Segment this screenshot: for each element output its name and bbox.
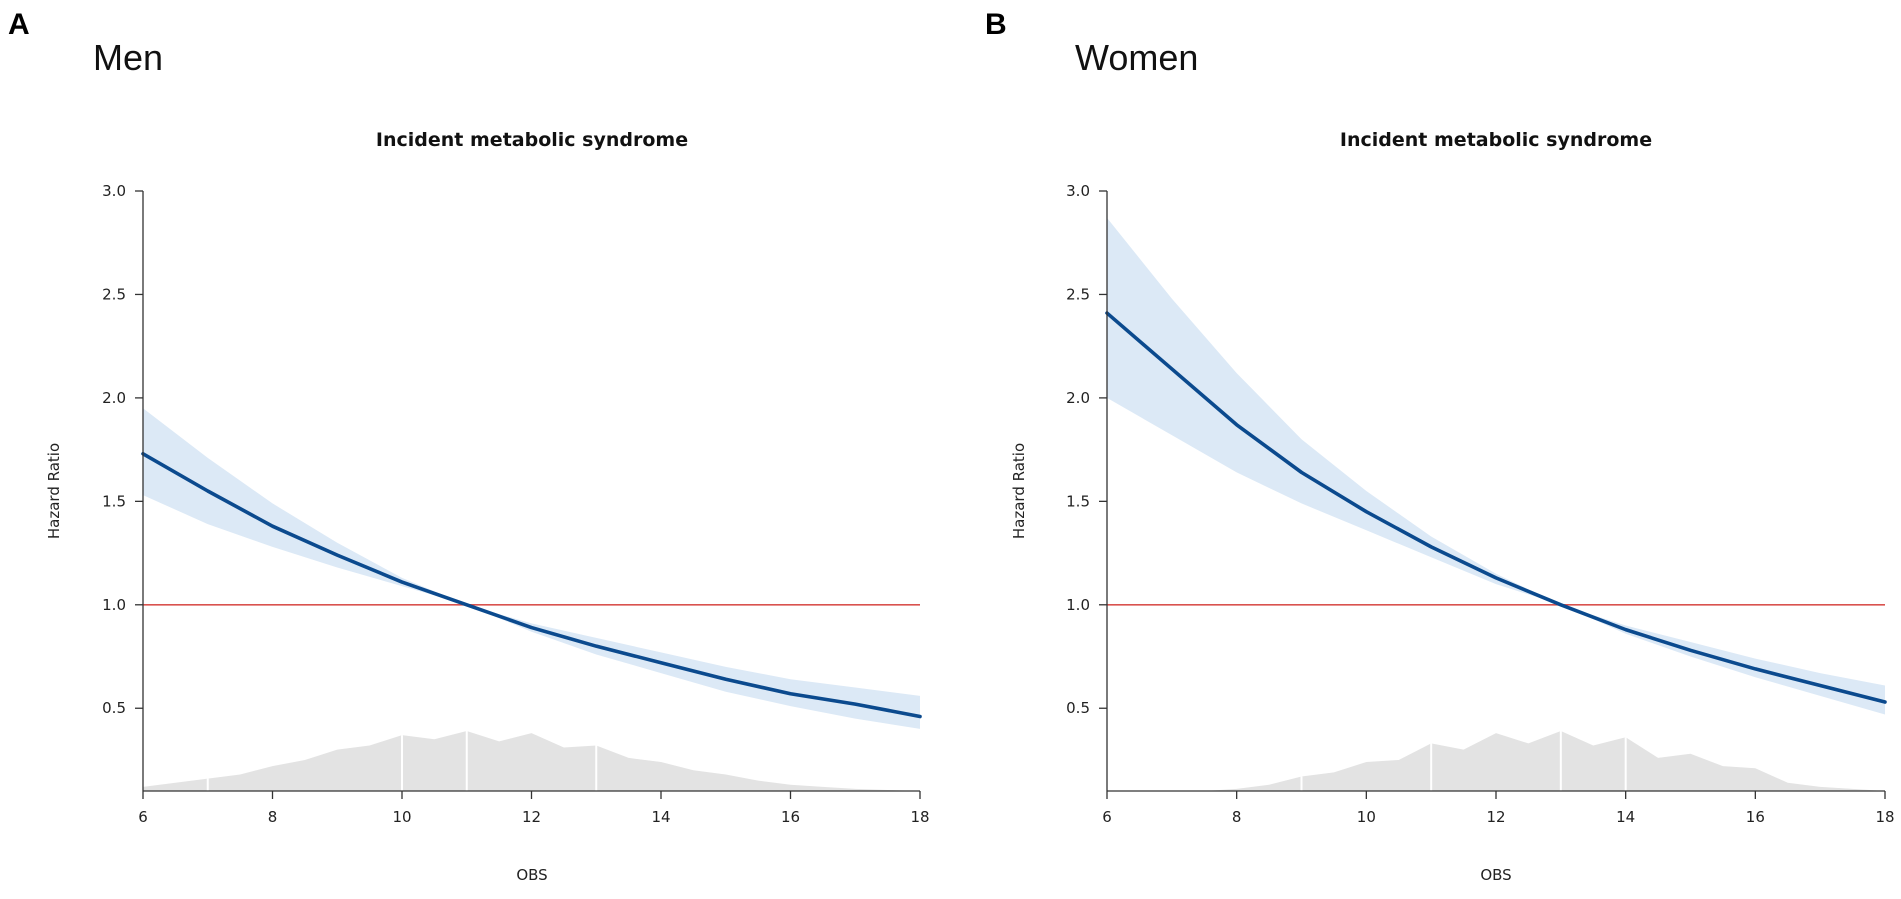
y-tick-label: 1.5 (102, 492, 126, 510)
y-axis-label: Hazard Ratio (45, 443, 63, 539)
panel-men: A Men Incident metabolic syndrome 0.5 1.0… (8, 8, 930, 884)
plot-area: 0.5 1.0 1.5 2.0 2.5 3.0 6 8 10 12 14 16 18 (102, 182, 929, 826)
y-tick-label: 2.5 (1066, 285, 1090, 303)
confidence-band (1107, 217, 1885, 715)
x-tick-label: 8 (268, 808, 278, 826)
x-tick-label: 18 (1875, 808, 1894, 826)
hazard-ratio-line (141, 451, 922, 719)
x-tick-label: 6 (1102, 808, 1112, 826)
x-tick-label: 6 (138, 808, 148, 826)
panel-title: Women (1075, 37, 1198, 78)
y-tick-label: 3.0 (102, 182, 126, 200)
y-axis-label: Hazard Ratio (1010, 443, 1028, 539)
x-tick-label: 10 (1357, 808, 1376, 826)
y-tick-label: 2.0 (1066, 389, 1090, 407)
panel-label: A (8, 8, 30, 41)
density-area (1107, 731, 1885, 791)
hazard-ratio-line (1105, 311, 1887, 704)
chart-title: Incident metabolic syndrome (376, 129, 688, 151)
x-axis-label: OBS (516, 866, 547, 884)
x-tick-label: 12 (522, 808, 541, 826)
x-tick-label: 14 (1616, 808, 1635, 826)
panel-women: B Women Incident metabolic syndrome 0.5 1… (985, 8, 1895, 884)
y-tick-label: 2.0 (102, 389, 126, 407)
y-tick-label: 0.5 (1066, 699, 1090, 717)
x-tick-label: 16 (781, 808, 800, 826)
panel-title: Men (93, 37, 163, 78)
y-tick-label: 1.0 (1066, 596, 1090, 614)
x-tick-label: 16 (1746, 808, 1765, 826)
x-axis-label: OBS (1480, 866, 1511, 884)
x-tick-label: 8 (1232, 808, 1242, 826)
panel-label: B (985, 8, 1007, 41)
chart-title: Incident metabolic syndrome (1340, 129, 1652, 151)
y-tick-label: 1.0 (102, 596, 126, 614)
plot-area: 0.5 1.0 1.5 2.0 2.5 3.0 6 8 10 12 14 16 18 (1066, 182, 1894, 826)
y-tick-label: 0.5 (102, 699, 126, 717)
x-tick-label: 18 (910, 808, 929, 826)
y-tick-label: 2.5 (102, 285, 126, 303)
y-tick-label: 3.0 (1066, 182, 1090, 200)
x-tick-label: 10 (392, 808, 411, 826)
confidence-band (143, 408, 920, 729)
x-tick-label: 12 (1486, 808, 1505, 826)
y-tick-label: 1.5 (1066, 492, 1090, 510)
x-tick-label: 14 (651, 808, 670, 826)
density-area (143, 731, 920, 791)
